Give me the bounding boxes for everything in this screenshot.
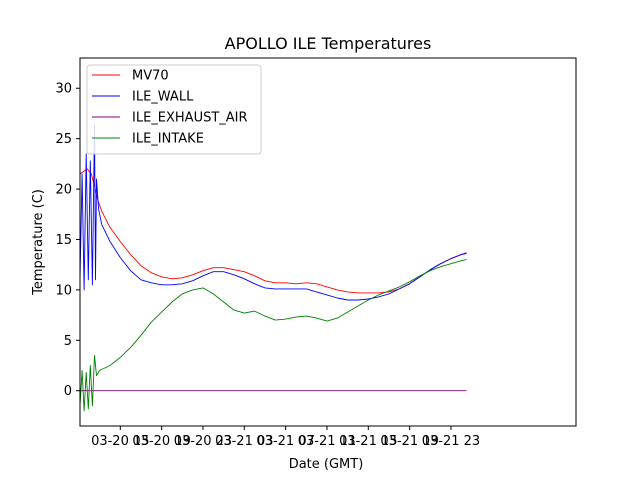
y-tick-label: 15 [55, 233, 72, 248]
series-line-ile-wall [79, 123, 467, 301]
series-layer [79, 123, 467, 412]
x-tick-label: 03-21 03 [215, 434, 273, 449]
y-tick-label: 30 [55, 82, 72, 97]
legend-label: ILE_WALL [132, 90, 194, 105]
y-axis-label: Temperature (C) [31, 189, 46, 296]
series-line-ile-intake [79, 259, 467, 412]
y-tick-label: 5 [64, 334, 72, 349]
y-tick-label: 0 [64, 384, 72, 399]
legend-label: ILE_INTAKE [132, 132, 204, 147]
y-tick-label: 25 [55, 132, 72, 147]
legend-box [86, 64, 262, 155]
x-tick-label: 03-21 19 [380, 434, 438, 449]
x-tick-label: 03-21 15 [339, 434, 397, 449]
legend-label: ILE_EXHAUST_AIR [132, 111, 248, 126]
x-tick-label: 03-21 11 [298, 434, 356, 449]
x-tick-label: 03-21 23 [422, 434, 480, 449]
y-tick-label: 10 [55, 283, 72, 298]
legend-label: MV70 [132, 69, 169, 84]
x-tick-label: 03-20 23 [174, 434, 232, 449]
series-line-mv70 [79, 168, 467, 294]
y-tick-label: 20 [55, 183, 72, 198]
x-axis-label: Date (GMT) [289, 457, 364, 472]
plot-frame [79, 57, 577, 427]
chart-title: APOLLO ILE Temperatures [225, 34, 432, 53]
x-tick-label: 03-20 19 [132, 434, 190, 449]
x-tick-label: 03-20 15 [91, 434, 149, 449]
legend: MV70 ILE_WALL ILE_EXHAUST_AIR ILE_INTAKE [86, 64, 262, 155]
x-tick-label: 03-21 07 [256, 434, 314, 449]
